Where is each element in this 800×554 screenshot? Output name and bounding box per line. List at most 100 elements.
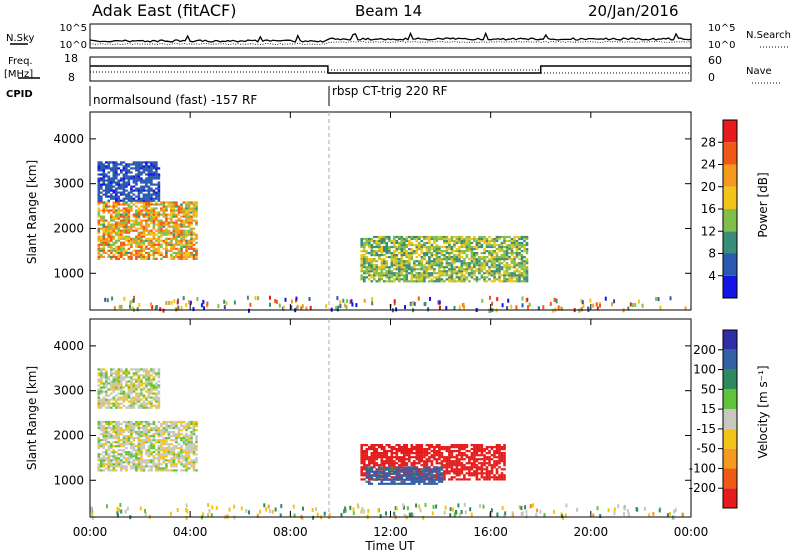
heatmap-cell	[137, 437, 141, 440]
heatmap-cell	[468, 274, 471, 277]
heatmap-cell	[170, 245, 173, 248]
heatmap-cell	[147, 243, 151, 246]
heatmap-cell	[142, 459, 146, 462]
heatmap-cell	[400, 450, 404, 453]
heatmap-cell	[167, 435, 171, 438]
heatmap-cell	[448, 458, 451, 461]
heatmap-cell	[190, 243, 193, 246]
heatmap-cell	[453, 256, 456, 259]
heatmap-cell	[97, 183, 101, 186]
heatmap-cell	[453, 305, 456, 310]
heatmap-cell	[658, 508, 661, 513]
heatmap-cell	[405, 268, 409, 271]
noise-sky-trace	[89, 31, 692, 43]
heatmap-cell	[403, 446, 406, 449]
heatmap-cell	[129, 304, 131, 309]
heatmap-cell	[150, 439, 153, 442]
heatmap-cell	[500, 448, 504, 451]
heatmap-cell	[105, 225, 108, 228]
heatmap-cell	[192, 227, 196, 230]
heatmap-cell	[438, 472, 441, 475]
heatmap-cell	[165, 437, 168, 440]
heatmap-cell	[226, 514, 229, 519]
heatmap-cell	[120, 199, 123, 202]
heatmap-cell	[107, 161, 111, 164]
heatmap-cell	[398, 266, 401, 269]
heatmap-cell	[107, 469, 111, 472]
heatmap-cell	[370, 270, 374, 273]
heatmap-cell	[631, 303, 634, 308]
heatmap-cell	[433, 262, 436, 265]
heatmap-cell	[135, 181, 138, 184]
heatmap-cell	[155, 382, 158, 385]
heatmap-cell	[137, 161, 141, 164]
heatmap-cell	[160, 203, 163, 206]
heatmap-cell	[503, 258, 506, 261]
heatmap-cell	[458, 478, 461, 481]
heatmap-cell	[142, 165, 146, 168]
heatmap-cell	[445, 258, 449, 261]
heatmap-cell	[410, 270, 414, 273]
heatmap-cell	[373, 268, 376, 271]
heatmap-cell	[380, 278, 384, 281]
heatmap-cell	[375, 235, 379, 239]
heatmap-cell	[443, 272, 446, 275]
heatmap-cell	[500, 248, 504, 251]
heatmap-cell	[157, 402, 161, 405]
heatmap-cell	[363, 270, 366, 273]
heatmap-cell	[423, 476, 426, 479]
heatmap-cell	[498, 243, 501, 247]
heatmap-cell	[185, 429, 188, 432]
heatmap-cell	[127, 195, 131, 198]
heatmap-cell	[97, 203, 101, 206]
heatmap-cell	[162, 459, 166, 462]
heatmap-cell	[440, 254, 444, 257]
heatmap-cell	[478, 260, 481, 263]
heatmap-cell	[580, 307, 583, 312]
heatmap-cell	[159, 307, 162, 312]
heatmap-cell	[475, 276, 479, 279]
heatmap-cell	[195, 205, 198, 208]
heatmap-cell	[488, 245, 491, 249]
heatmap-cell	[410, 252, 414, 255]
heatmap-cell	[203, 306, 205, 311]
heatmap-cell	[420, 258, 424, 261]
heatmap-cell	[478, 458, 481, 461]
heatmap-cell	[398, 260, 401, 263]
heatmap-cell	[445, 264, 449, 267]
heatmap-cell	[112, 173, 116, 176]
heatmap-cell	[130, 437, 133, 440]
heatmap-cell	[107, 233, 111, 236]
heatmap-cell	[180, 429, 183, 432]
heatmap-cell	[107, 398, 111, 401]
heatmap-cell	[97, 207, 101, 210]
heatmap-cell	[180, 433, 183, 436]
heatmap-cell	[190, 239, 193, 242]
heatmap-cell	[195, 445, 198, 448]
heatmap-cell	[182, 441, 186, 444]
heatmap-cell	[152, 384, 156, 387]
heatmap-cell	[448, 239, 451, 243]
heatmap-cell	[100, 197, 103, 200]
heatmap-cell	[515, 276, 519, 279]
heatmap-cell	[408, 468, 411, 471]
heatmap-cell	[170, 201, 173, 204]
heatmap-cell	[105, 175, 108, 178]
heatmap-cell	[478, 239, 481, 243]
heatmap-cell	[480, 266, 484, 269]
heatmap-cell	[410, 456, 414, 459]
heatmap-cell	[175, 243, 178, 246]
heatmap-cell	[120, 241, 123, 244]
heatmap-cell	[443, 466, 446, 469]
heatmap-cell	[468, 466, 471, 469]
heatmap-cell	[408, 266, 411, 269]
heatmap-cell	[489, 295, 491, 300]
heatmap-cell	[142, 195, 146, 198]
heatmap-cell	[195, 233, 198, 236]
heatmap-cell	[190, 420, 193, 424]
heatmap-cell	[475, 468, 479, 471]
heatmap-cell	[112, 209, 116, 212]
heatmap-cell	[375, 470, 379, 473]
heatmap-cell	[167, 201, 171, 204]
heatmap-cell	[470, 245, 474, 249]
